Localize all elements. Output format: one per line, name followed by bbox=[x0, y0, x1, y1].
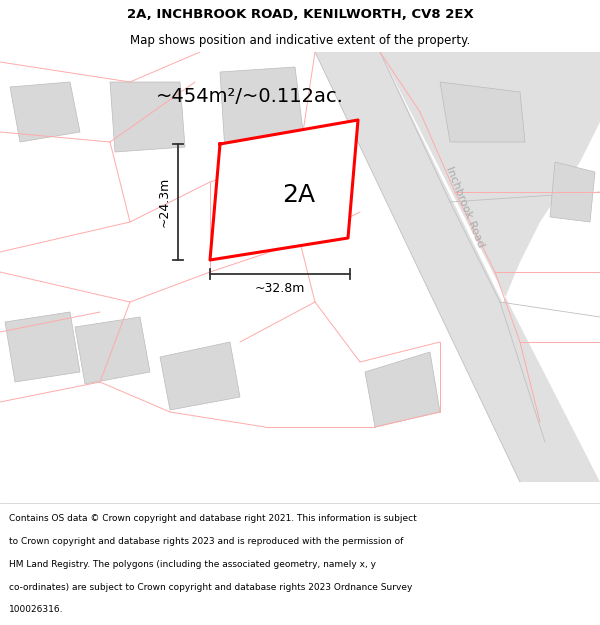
Polygon shape bbox=[110, 82, 185, 152]
Polygon shape bbox=[210, 120, 358, 260]
Polygon shape bbox=[550, 162, 595, 222]
Text: 2A: 2A bbox=[283, 184, 316, 208]
Polygon shape bbox=[5, 312, 80, 382]
Polygon shape bbox=[75, 317, 150, 384]
Text: ~32.8m: ~32.8m bbox=[255, 281, 305, 294]
Polygon shape bbox=[10, 82, 80, 142]
Polygon shape bbox=[220, 67, 305, 152]
Polygon shape bbox=[160, 342, 240, 410]
Text: co-ordinates) are subject to Crown copyright and database rights 2023 Ordnance S: co-ordinates) are subject to Crown copyr… bbox=[9, 582, 412, 592]
Polygon shape bbox=[380, 52, 600, 482]
Text: Map shows position and indicative extent of the property.: Map shows position and indicative extent… bbox=[130, 34, 470, 47]
Polygon shape bbox=[315, 52, 590, 482]
Text: 100026316.: 100026316. bbox=[9, 606, 64, 614]
Text: ~454m²/~0.112ac.: ~454m²/~0.112ac. bbox=[156, 88, 344, 106]
Polygon shape bbox=[365, 352, 440, 427]
Text: 2A, INCHBROOK ROAD, KENILWORTH, CV8 2EX: 2A, INCHBROOK ROAD, KENILWORTH, CV8 2EX bbox=[127, 8, 473, 21]
Text: HM Land Registry. The polygons (including the associated geometry, namely x, y: HM Land Registry. The polygons (includin… bbox=[9, 560, 376, 569]
Text: Contains OS data © Crown copyright and database right 2021. This information is : Contains OS data © Crown copyright and d… bbox=[9, 514, 417, 523]
Text: ~24.3m: ~24.3m bbox=[157, 177, 170, 227]
Text: to Crown copyright and database rights 2023 and is reproduced with the permissio: to Crown copyright and database rights 2… bbox=[9, 537, 403, 546]
Text: Inchbrook Road: Inchbrook Road bbox=[444, 165, 486, 249]
Polygon shape bbox=[440, 82, 525, 142]
